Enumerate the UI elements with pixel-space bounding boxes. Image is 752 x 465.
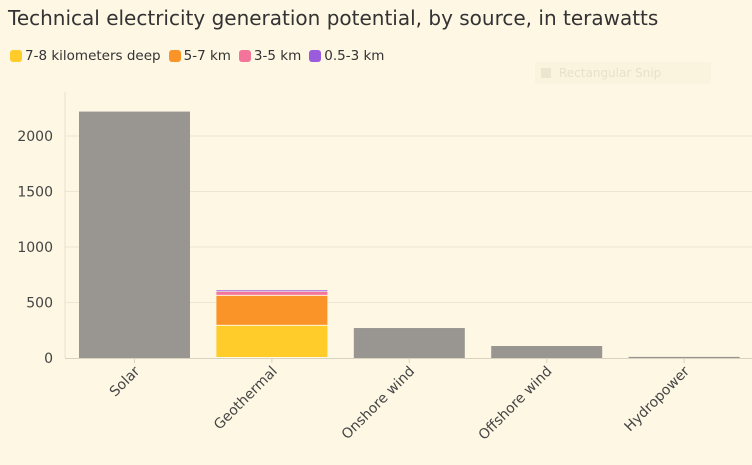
legend-label: 3-5 km bbox=[253, 48, 302, 64]
x-tick-label: Onshore wind bbox=[339, 364, 418, 443]
bar-segment bbox=[216, 291, 328, 295]
y-tick-label: 500 bbox=[26, 296, 53, 312]
x-tick-label: Geothermal bbox=[211, 364, 281, 434]
bar-hydropower bbox=[628, 356, 740, 358]
legend-label: 5-7 km bbox=[183, 48, 231, 64]
x-tick-label: Offshore wind bbox=[476, 364, 556, 444]
legend-swatch bbox=[168, 50, 181, 62]
legend: 7-8 kilometers deep 5-7 km 3-5 km 0.5-3 … bbox=[10, 48, 384, 64]
y-tick-label: 2000 bbox=[17, 129, 53, 145]
bar-segment bbox=[216, 295, 328, 325]
x-tick-label: Hydropower bbox=[622, 363, 694, 435]
legend-label: 0.5-3 km bbox=[324, 48, 385, 64]
bar-onshore-wind bbox=[353, 328, 465, 358]
legend-item[interactable]: 3-5 km bbox=[238, 48, 302, 64]
chart-title: Technical electricity generation potenti… bbox=[8, 6, 659, 30]
bar-solar bbox=[79, 111, 190, 358]
y-tick-label: 1500 bbox=[17, 185, 53, 201]
y-tick-label: 1000 bbox=[17, 240, 53, 256]
bar-segment bbox=[216, 325, 328, 357]
x-tick-label: Solar bbox=[107, 363, 144, 400]
legend-item[interactable]: 5-7 km bbox=[168, 48, 231, 64]
snip-label: Rectangular Snip bbox=[559, 66, 662, 80]
y-tick-label: 0 bbox=[44, 351, 53, 367]
legend-swatch bbox=[10, 50, 22, 62]
legend-label: 7-8 kilometers deep bbox=[25, 48, 161, 64]
bar-offshore-wind bbox=[491, 346, 603, 358]
legend-item[interactable]: 0.5-3 km bbox=[309, 48, 384, 64]
legend-swatch bbox=[309, 50, 322, 62]
bar-segment bbox=[216, 290, 328, 292]
legend-swatch bbox=[238, 50, 251, 62]
snip-overlay: Rectangular Snip bbox=[535, 62, 711, 84]
legend-item[interactable]: 7-8 kilometers deep bbox=[10, 48, 161, 64]
scissors-icon bbox=[541, 68, 551, 78]
